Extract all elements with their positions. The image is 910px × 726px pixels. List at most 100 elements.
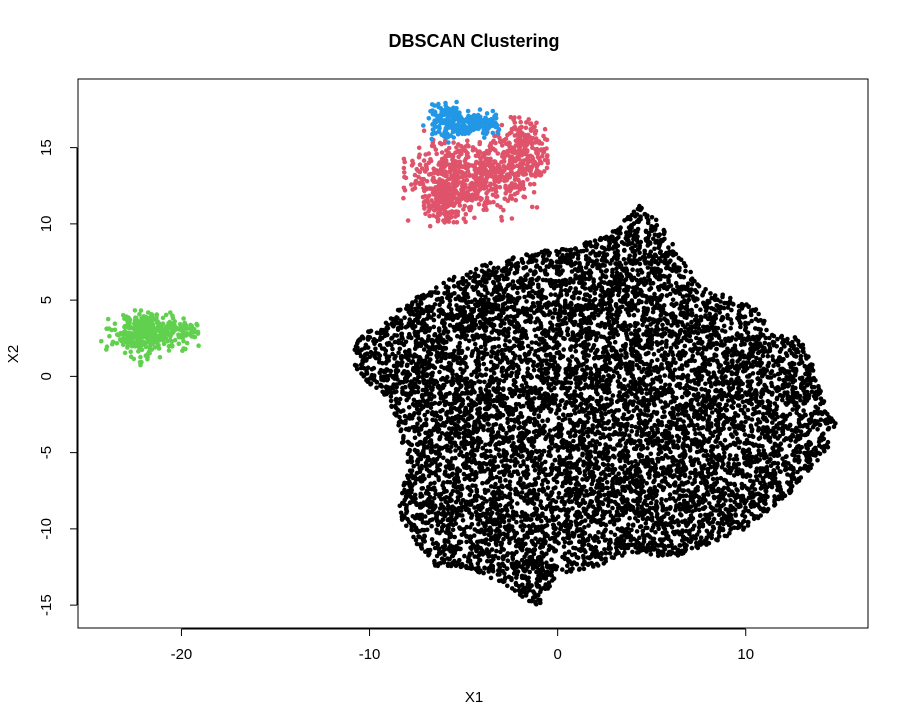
data-point xyxy=(790,384,796,390)
data-point xyxy=(471,533,477,538)
data-point xyxy=(638,474,644,479)
data-point xyxy=(561,347,566,352)
data-point xyxy=(441,557,447,563)
data-point xyxy=(679,513,684,518)
data-point xyxy=(756,326,761,332)
data-point xyxy=(622,248,627,253)
data-point xyxy=(592,363,598,368)
data-point xyxy=(536,423,542,429)
data-point xyxy=(428,405,434,411)
data-point xyxy=(550,315,556,320)
data-point xyxy=(771,333,777,339)
data-point xyxy=(621,257,627,262)
data-point xyxy=(627,480,633,485)
data-point xyxy=(637,524,643,530)
data-point xyxy=(727,388,733,393)
data-point xyxy=(790,339,795,345)
data-point xyxy=(648,500,654,506)
data-point xyxy=(374,379,380,385)
data-point xyxy=(548,262,553,267)
data-point xyxy=(447,302,453,308)
data-point xyxy=(536,284,541,290)
data-point xyxy=(435,355,440,360)
data-point xyxy=(488,260,493,266)
data-point xyxy=(532,467,538,473)
data-point xyxy=(791,343,796,349)
data-point xyxy=(472,447,477,453)
data-point xyxy=(775,461,781,466)
data-point xyxy=(761,404,766,410)
data-point xyxy=(557,402,562,408)
data-point xyxy=(456,445,462,451)
data-point xyxy=(710,476,716,482)
data-point xyxy=(539,290,544,295)
data-point xyxy=(455,344,461,350)
data-point xyxy=(447,401,452,407)
data-point xyxy=(611,424,616,430)
data-point xyxy=(614,266,619,272)
data-point xyxy=(486,297,491,303)
data-point xyxy=(535,354,541,360)
data-point xyxy=(608,530,614,535)
data-point xyxy=(772,373,777,378)
data-point xyxy=(705,457,710,463)
data-point xyxy=(671,462,676,467)
data-point xyxy=(696,402,701,407)
data-point xyxy=(661,357,667,363)
data-point xyxy=(782,493,788,499)
data-point xyxy=(549,510,555,515)
data-point xyxy=(714,438,719,443)
data-point xyxy=(442,402,448,408)
data-point xyxy=(485,488,491,493)
data-point xyxy=(607,331,612,336)
data-point xyxy=(548,277,554,283)
data-point xyxy=(447,298,453,304)
data-point xyxy=(431,495,437,501)
data-point xyxy=(633,424,638,430)
data-point xyxy=(403,339,409,345)
data-point xyxy=(538,499,544,504)
data-point xyxy=(424,417,429,422)
data-point xyxy=(504,430,509,436)
data-point xyxy=(509,454,514,459)
data-point xyxy=(412,492,418,498)
data-point xyxy=(581,566,587,572)
data-point xyxy=(725,312,730,318)
data-point xyxy=(752,487,758,492)
data-point xyxy=(583,256,589,262)
data-point xyxy=(457,340,463,346)
data-point xyxy=(377,353,383,358)
data-point xyxy=(708,291,713,296)
data-point xyxy=(600,513,605,518)
data-point xyxy=(449,444,454,450)
data-point xyxy=(777,376,782,382)
data-point xyxy=(668,345,674,351)
cluster-1-points xyxy=(352,203,838,607)
data-point xyxy=(533,258,539,264)
data-point xyxy=(694,303,699,309)
data-point xyxy=(390,351,395,357)
data-point xyxy=(542,533,548,538)
data-point xyxy=(392,356,397,361)
data-point xyxy=(548,320,553,326)
data-point xyxy=(518,454,524,460)
data-point xyxy=(472,453,477,458)
data-point xyxy=(731,473,737,478)
data-point xyxy=(750,371,756,376)
data-point xyxy=(755,350,761,356)
data-point xyxy=(507,339,512,344)
data-point xyxy=(483,528,488,533)
data-point xyxy=(601,246,607,251)
data-point xyxy=(612,455,617,460)
data-point xyxy=(622,377,627,383)
data-point xyxy=(725,398,731,403)
data-point xyxy=(630,549,635,555)
data-point xyxy=(703,308,709,314)
data-point xyxy=(545,518,550,524)
data-point xyxy=(548,310,554,316)
data-point xyxy=(602,547,607,552)
data-point xyxy=(679,363,685,368)
data-point xyxy=(775,465,780,470)
data-point xyxy=(606,246,612,252)
data-point xyxy=(505,583,510,589)
